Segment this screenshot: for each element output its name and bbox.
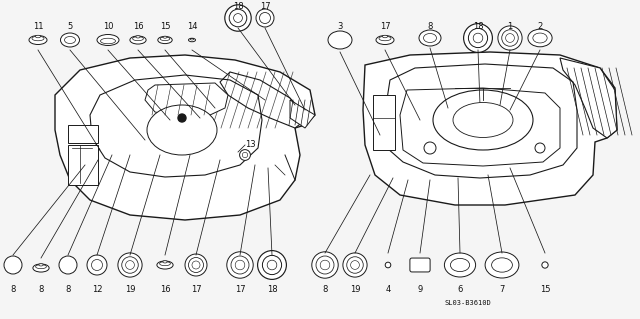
Ellipse shape <box>97 34 119 46</box>
Ellipse shape <box>61 33 79 47</box>
Text: 8: 8 <box>428 22 433 31</box>
FancyBboxPatch shape <box>410 258 430 272</box>
Ellipse shape <box>419 30 441 46</box>
Ellipse shape <box>227 252 253 278</box>
FancyBboxPatch shape <box>68 145 98 185</box>
Ellipse shape <box>59 256 77 274</box>
Text: 7: 7 <box>499 285 505 294</box>
Text: 10: 10 <box>103 22 113 31</box>
Ellipse shape <box>542 262 548 268</box>
Ellipse shape <box>239 150 250 160</box>
Text: 17: 17 <box>260 2 270 11</box>
Ellipse shape <box>256 9 274 27</box>
Circle shape <box>178 114 186 122</box>
Ellipse shape <box>35 35 40 38</box>
Text: SL03-B3610D: SL03-B3610D <box>445 300 492 306</box>
Circle shape <box>424 142 436 154</box>
Text: 18: 18 <box>473 22 483 31</box>
Text: 6: 6 <box>458 285 463 294</box>
Ellipse shape <box>453 102 513 137</box>
Ellipse shape <box>485 252 519 278</box>
Text: 19: 19 <box>349 285 360 294</box>
Ellipse shape <box>158 36 172 44</box>
Text: 8: 8 <box>65 285 70 294</box>
Ellipse shape <box>225 5 252 31</box>
Polygon shape <box>145 83 228 117</box>
Polygon shape <box>363 52 617 205</box>
Text: 18: 18 <box>233 2 243 11</box>
Text: 8: 8 <box>323 285 328 294</box>
Ellipse shape <box>157 261 173 269</box>
Ellipse shape <box>189 38 195 42</box>
Text: 15: 15 <box>540 285 550 294</box>
Ellipse shape <box>4 256 22 274</box>
FancyBboxPatch shape <box>373 95 395 150</box>
Text: 16: 16 <box>132 22 143 31</box>
Ellipse shape <box>528 29 552 47</box>
Polygon shape <box>560 58 617 138</box>
Ellipse shape <box>136 36 140 38</box>
Text: 17: 17 <box>380 22 390 31</box>
FancyBboxPatch shape <box>68 125 98 143</box>
Text: 18: 18 <box>267 285 277 294</box>
Ellipse shape <box>130 36 146 44</box>
Polygon shape <box>55 55 315 220</box>
Text: 4: 4 <box>385 285 390 294</box>
Polygon shape <box>290 100 315 128</box>
Ellipse shape <box>328 31 352 49</box>
Polygon shape <box>400 88 560 166</box>
Ellipse shape <box>444 253 476 277</box>
Ellipse shape <box>87 255 107 275</box>
Ellipse shape <box>163 36 167 38</box>
Ellipse shape <box>433 90 533 150</box>
Text: 17: 17 <box>191 285 202 294</box>
Text: 3: 3 <box>337 22 342 31</box>
Ellipse shape <box>312 252 338 278</box>
Text: 11: 11 <box>33 22 44 31</box>
Ellipse shape <box>29 35 47 44</box>
Text: 12: 12 <box>92 285 102 294</box>
Text: 8: 8 <box>38 285 44 294</box>
Ellipse shape <box>118 253 142 277</box>
Text: 16: 16 <box>160 285 170 294</box>
Ellipse shape <box>147 105 217 155</box>
Ellipse shape <box>39 264 44 266</box>
Text: 2: 2 <box>538 22 543 31</box>
Ellipse shape <box>258 251 287 279</box>
Text: 13: 13 <box>244 140 255 149</box>
Ellipse shape <box>498 26 522 50</box>
Ellipse shape <box>185 254 207 276</box>
Text: 17: 17 <box>235 285 245 294</box>
Text: 1: 1 <box>508 22 513 31</box>
Ellipse shape <box>33 264 49 272</box>
Ellipse shape <box>376 35 394 44</box>
Circle shape <box>385 262 391 268</box>
Text: 19: 19 <box>125 285 135 294</box>
Circle shape <box>535 143 545 153</box>
Text: 9: 9 <box>417 285 422 294</box>
Text: 5: 5 <box>67 22 72 31</box>
Ellipse shape <box>383 35 387 38</box>
Ellipse shape <box>463 24 492 52</box>
Text: 14: 14 <box>187 22 197 31</box>
Text: 15: 15 <box>160 22 170 31</box>
Ellipse shape <box>163 261 167 263</box>
Text: 8: 8 <box>10 285 16 294</box>
Polygon shape <box>220 72 308 128</box>
Ellipse shape <box>343 253 367 277</box>
